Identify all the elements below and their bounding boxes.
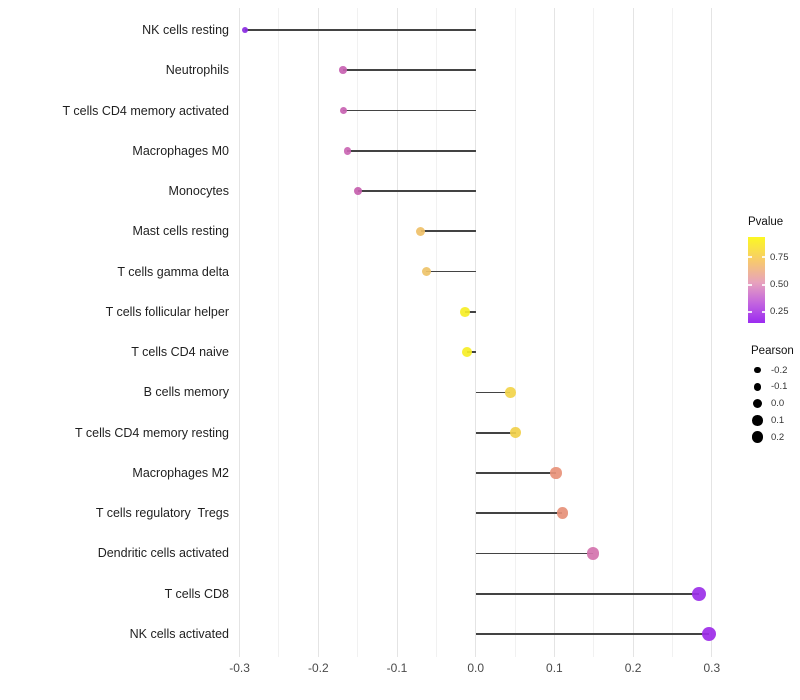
major-gridline [396,8,398,657]
data-point [353,187,362,195]
y-axis-label: T cells regulatory Tregs [95,506,229,521]
data-point [242,27,249,33]
data-point [421,267,431,277]
data-point [339,106,348,115]
data-point [586,547,599,560]
lollipop-stem [342,69,476,72]
major-gridline [553,8,555,657]
major-gridline [239,8,241,657]
lollipop-stem [475,391,511,394]
major-gridline [317,8,319,657]
y-axis-label: Mast cells resting [132,224,229,239]
data-point [343,146,352,155]
lollipop-stem [475,552,593,555]
y-axis-label: Neutrophils [165,63,229,78]
data-point [692,586,707,601]
minor-gridline [593,8,595,657]
pearson-legend-dot [754,366,761,374]
lollipop-stem [475,512,563,515]
y-axis-label: Macrophages M0 [132,143,229,158]
minor-gridline [357,8,359,657]
data-point [462,347,472,358]
pearson-legend-tick-label: 0.1 [771,414,785,426]
lollipop-stem [475,431,516,434]
x-axis-tick-label: 0.1 [546,661,563,675]
data-point [556,507,569,519]
x-axis-tick-label: 0.0 [467,661,485,675]
pearson-legend-title: Pearson [751,345,794,357]
pvalue-legend-tick-label: 0.25 [770,306,789,318]
pearson-legend-dot [753,382,762,391]
x-axis-tick-label: -0.3 [229,661,250,675]
x-axis-tick-label: -0.2 [307,661,329,675]
data-point [505,387,516,398]
minor-gridline [278,8,280,657]
y-axis-label: T cells CD4 memory activated [62,103,230,118]
x-axis-tick-label: 0.2 [624,661,642,675]
x-axis-tick-label: -0.1 [386,661,408,675]
lollipop-stem [475,592,700,595]
pvalue-bar-tick [761,256,765,258]
pvalue-bar-tick [748,256,752,258]
minor-gridline [671,8,673,657]
lollipop-stem [343,109,476,112]
lollipop-stem [475,472,556,474]
minor-gridline [514,8,516,657]
data-point [510,427,522,439]
pvalue-bar-tick [761,284,765,286]
y-axis-label: T cells gamma delta [117,264,229,279]
y-axis-label: T cells CD4 memory resting [75,425,229,440]
lollipop-stem [426,270,476,273]
y-axis-label: T cells CD4 naive [131,345,229,360]
lollipop-stem [347,149,476,152]
lollipop-stem [245,29,476,31]
pearson-legend-dot [752,415,763,426]
pearson-legend-tick-label: 0.2 [771,431,785,443]
y-axis-label: Dendritic cells activated [97,546,229,561]
pvalue-gradient-bar [748,237,765,323]
data-point [550,467,562,479]
pearson-legend-tick-label: -0.1 [771,381,788,393]
pvalue-bar-tick [748,284,752,286]
lollipop-stem [420,230,476,233]
lollipop-stem [464,311,476,313]
y-axis-label: Monocytes [168,184,229,199]
y-axis-label: T cells follicular helper [105,304,229,319]
y-axis-label: NK cells activated [129,627,229,641]
x-axis-tick-label: 0.3 [703,661,721,675]
pvalue-legend-tick-label: 0.50 [770,279,789,291]
pvalue-bar-tick [761,311,765,313]
lollipop-stem [475,633,709,635]
pearson-legend-tick-label: -0.2 [771,364,788,376]
data-point [701,626,716,642]
pearson-legend-dot [751,431,764,444]
pvalue-legend-title: Pvalue [748,216,784,228]
minor-gridline [435,8,437,657]
pearson-legend-tick-label: 0.0 [771,398,785,410]
pvalue-bar-tick [748,311,752,313]
major-gridline [632,8,634,657]
lollipop-stem [357,190,476,192]
data-point [416,226,426,236]
major-gridline [475,8,477,657]
pearson-legend-dot [752,399,763,409]
major-gridline [711,8,713,657]
pvalue-legend-tick-label: 0.75 [770,251,789,263]
y-axis-label: NK cells resting [142,23,229,37]
y-axis-label: Macrophages M2 [132,465,229,480]
data-point [459,306,470,317]
y-axis-label: T cells CD8 [164,586,229,601]
y-axis-label: B cells memory [143,385,229,400]
data-point [338,66,347,75]
